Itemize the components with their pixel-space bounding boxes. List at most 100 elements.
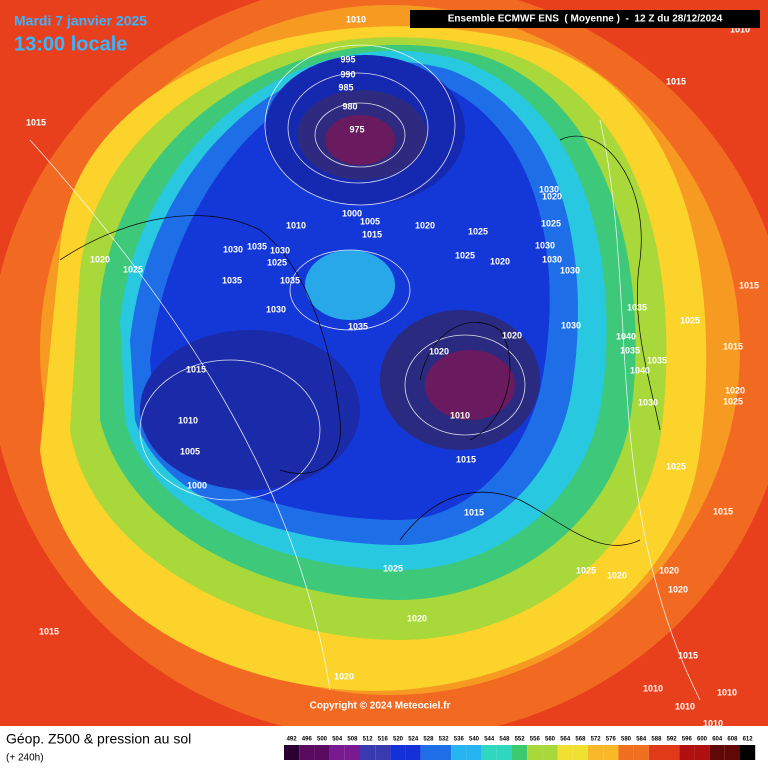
isobar-label: 1020 <box>607 570 627 580</box>
scale-swatch <box>724 745 740 760</box>
isobar-label: 975 <box>349 124 364 134</box>
scale-label: 548 <box>499 737 510 743</box>
scale-swatch <box>664 745 680 760</box>
scale-label: 532 <box>439 737 450 743</box>
scale-swatch <box>299 745 315 760</box>
isobar-label: 995 <box>340 54 355 64</box>
scale-swatch <box>314 745 330 760</box>
isobar-label: 1035 <box>280 275 300 285</box>
scale-swatch <box>694 745 710 760</box>
isobar-label: 1020 <box>490 256 510 266</box>
isobar-label: 1010 <box>346 14 366 24</box>
model-box <box>410 10 760 28</box>
isobar-label: 1020 <box>502 330 522 340</box>
scale-swatch <box>740 745 756 760</box>
copyright: Copyright © 2024 Meteociel.fr <box>310 701 451 712</box>
scale-swatch <box>329 745 345 760</box>
isobar-label: 1025 <box>723 396 743 406</box>
scale-swatch <box>481 745 497 760</box>
scale-label: 584 <box>636 737 647 743</box>
scale-swatch <box>284 745 300 760</box>
isobar-label: 1010 <box>450 410 470 420</box>
isobar-label: 1025 <box>123 264 143 274</box>
scale-swatch <box>603 745 619 760</box>
scale-swatch <box>496 745 512 760</box>
footer-title: Géop. Z500 & pression au sol <box>6 731 191 747</box>
geopotential-field <box>0 0 768 740</box>
coastlines <box>59 135 661 546</box>
isobar-label: 1015 <box>26 117 46 127</box>
isobar-label: 1025 <box>576 565 596 575</box>
isobar-label: 1010 <box>643 683 663 693</box>
isobar-label: 1030 <box>560 265 580 275</box>
isobar-label: 1020 <box>90 254 110 264</box>
isobar-label: 1025 <box>455 250 475 260</box>
scale-label: 500 <box>317 737 328 743</box>
scale-swatch <box>618 745 634 760</box>
scale-swatch <box>542 745 558 760</box>
isobar-label: 1020 <box>725 385 745 395</box>
isobar-label: 1040 <box>630 365 650 375</box>
scale-swatch <box>572 745 588 760</box>
isobar-label: 1015 <box>713 506 733 516</box>
model-info: Ensemble ECMWF ENS ( Moyenne ) - 12 Z du… <box>448 14 723 25</box>
scale-label: 600 <box>697 737 708 743</box>
isobar-label: 1025 <box>680 315 700 325</box>
scale-label: 596 <box>682 737 693 743</box>
scale-label: 568 <box>575 737 586 743</box>
scale-label: 516 <box>378 737 389 743</box>
isobar-label: 1010 <box>717 687 737 697</box>
isobar-label: 1035 <box>647 355 667 365</box>
isobar-label: 1020 <box>659 565 679 575</box>
scale-label: 608 <box>727 737 738 743</box>
isobar-label: 980 <box>342 101 357 111</box>
scale-swatch <box>451 745 467 760</box>
isobar-label: 1015 <box>362 229 382 239</box>
isobar-label: 1020 <box>407 613 427 623</box>
isobar-label: 1015 <box>186 364 206 374</box>
scale-label: 508 <box>347 737 358 743</box>
scale-label: 604 <box>712 737 723 743</box>
isobar-label: 1000 <box>187 480 207 490</box>
scale-swatch <box>405 745 421 760</box>
isobar-label: 1010 <box>730 24 750 34</box>
scale-swatch <box>709 745 725 760</box>
isobar-label: 990 <box>340 69 355 79</box>
scale-label: 580 <box>621 737 632 743</box>
scale-label: 552 <box>515 737 526 743</box>
scale-label: 564 <box>560 737 571 743</box>
isobar-label: 1015 <box>39 626 59 636</box>
scale-label: 544 <box>484 737 495 743</box>
scale-swatch <box>390 745 406 760</box>
isobar-label: 1030 <box>539 184 559 194</box>
isobar-label: 1025 <box>267 257 287 267</box>
isobar-label: 1015 <box>666 76 686 86</box>
isobar-label: 1035 <box>247 241 267 251</box>
isobar-label: 1005 <box>180 446 200 456</box>
isobar-label: 1040 <box>616 331 636 341</box>
isobar-label: 1025 <box>383 563 403 573</box>
isobar-label: 1010 <box>675 701 695 711</box>
isobars <box>29 44 701 701</box>
isobar-label: 1000 <box>342 208 362 218</box>
scale-label: 592 <box>667 737 678 743</box>
scale-label: 576 <box>606 737 617 743</box>
isobar-label: 1025 <box>666 461 686 471</box>
scale-swatch <box>527 745 543 760</box>
isobar-label: 1030 <box>561 320 581 330</box>
isobar-label: 1015 <box>464 507 484 517</box>
isobar-label: 1020 <box>429 346 449 356</box>
scale-label: 524 <box>408 737 419 743</box>
scale-label: 572 <box>591 737 602 743</box>
isobar-label: 1030 <box>542 254 562 264</box>
scale-swatch <box>557 745 573 760</box>
scale-swatch <box>344 745 360 760</box>
isobar-label: 1015 <box>739 280 759 290</box>
scale-label: 612 <box>743 737 754 743</box>
isobar-label: 1010 <box>178 415 198 425</box>
isobar-label: 1005 <box>360 216 380 226</box>
scale-label: 512 <box>363 737 374 743</box>
isobar-label: 985 <box>338 82 353 92</box>
scale-swatch <box>375 745 391 760</box>
